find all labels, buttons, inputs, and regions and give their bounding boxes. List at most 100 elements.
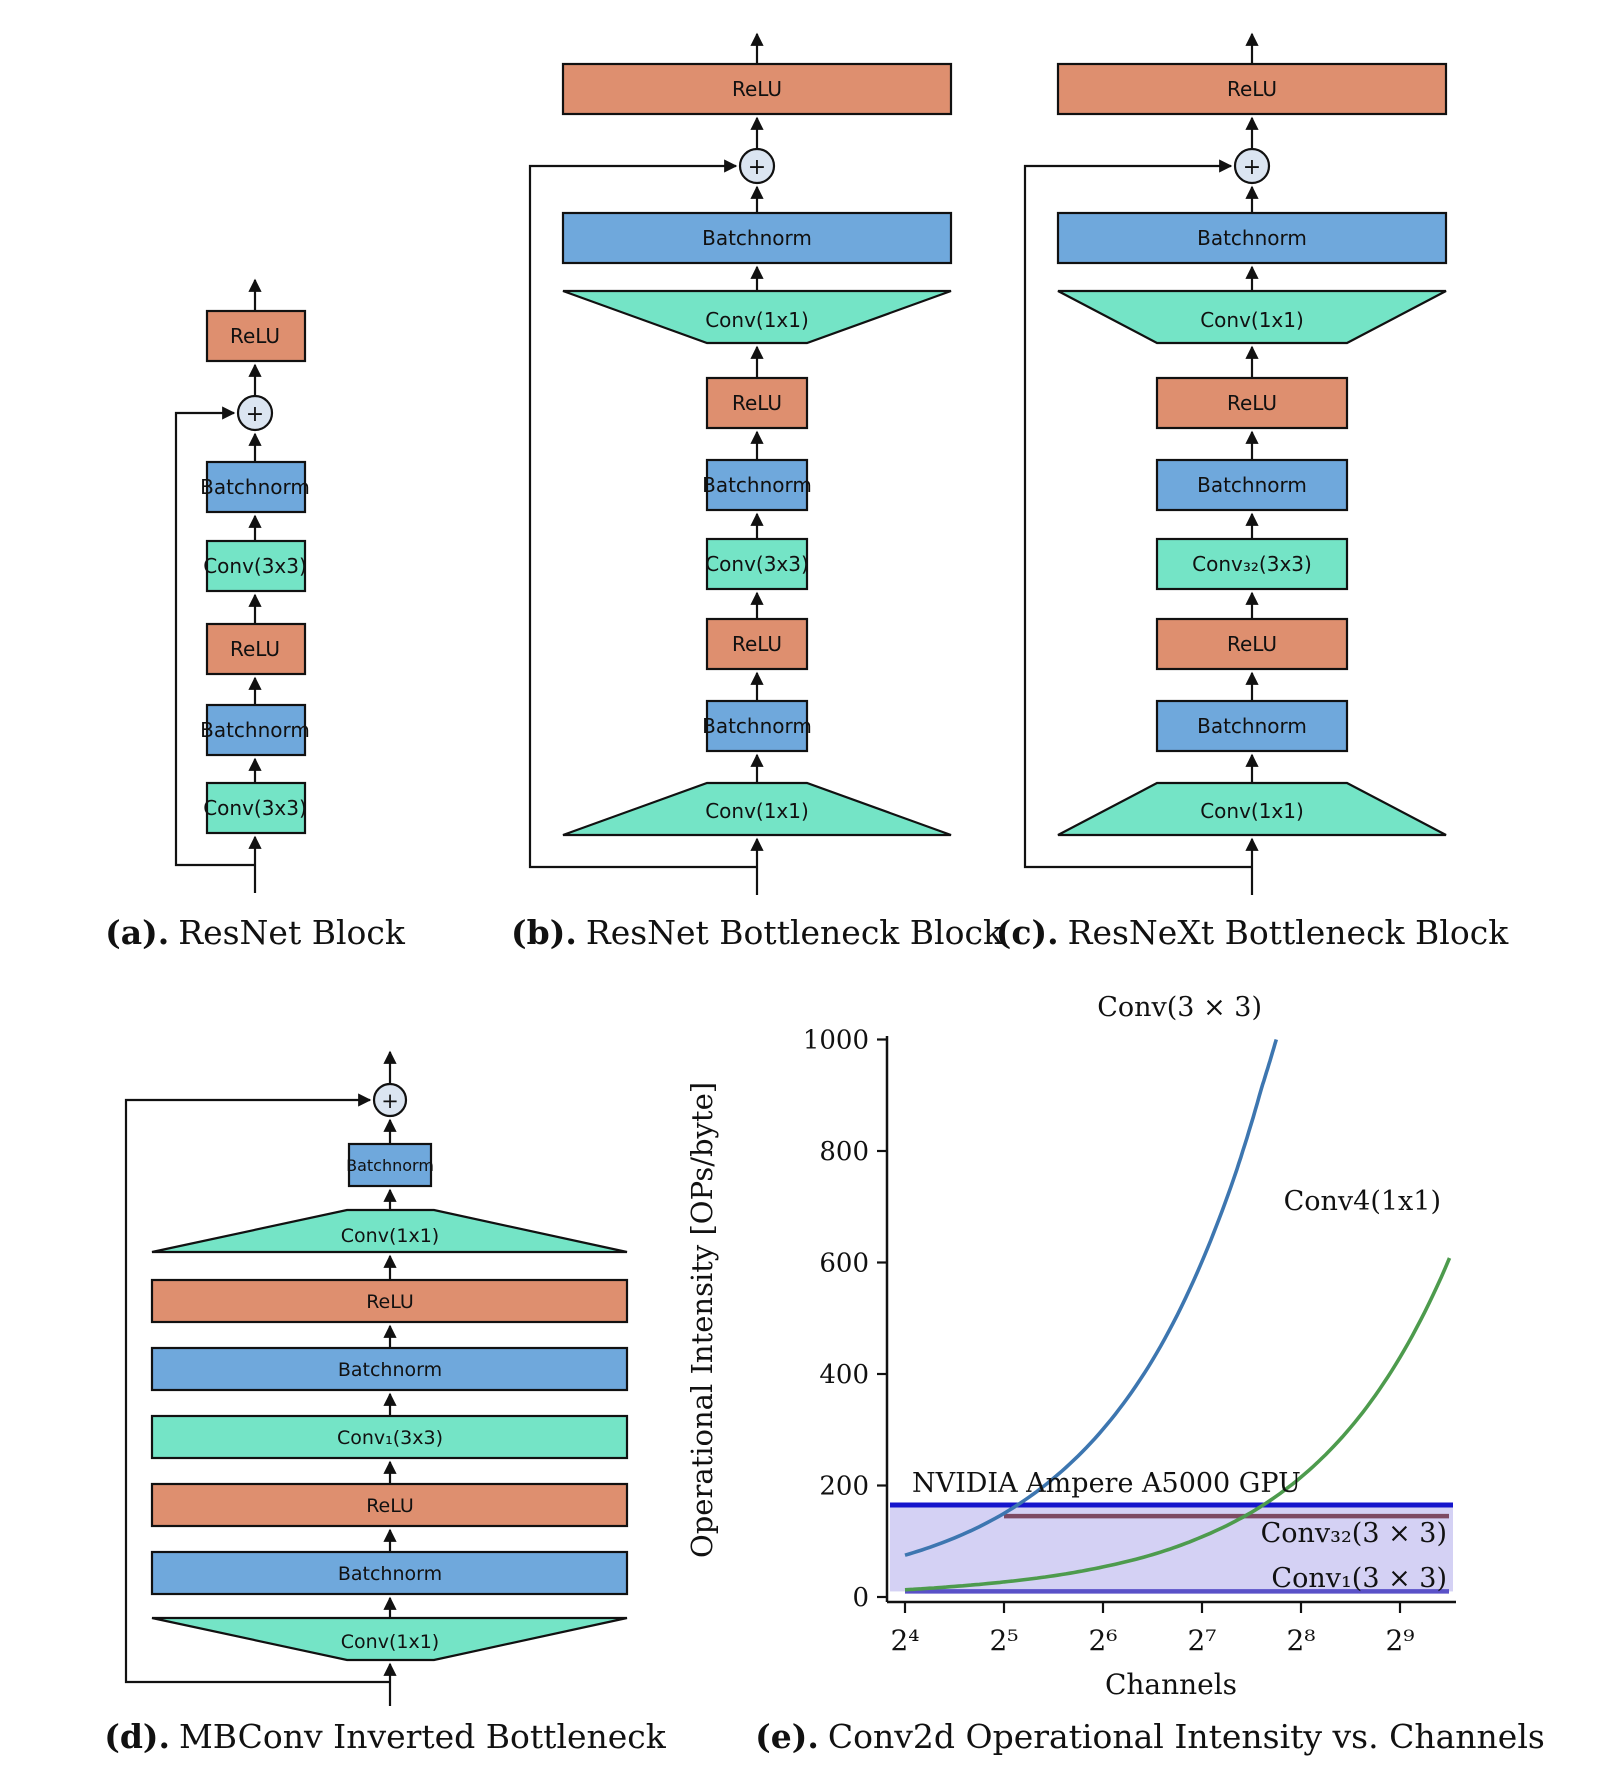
resnext-bottleneck-diagram: ReLU + Batchnorm Conv(1x1) ReLU Batchnor… [1023, 32, 1448, 895]
resnet-bottleneck-diagram: ReLU + Batchnorm Conv(1x1) ReLU Batchnor… [528, 32, 953, 895]
conv-trapezoid [1057, 781, 1447, 837]
y-tick-label: 800 [819, 1137, 869, 1167]
batchnorm-block [1155, 699, 1349, 753]
y-tick-label: 400 [819, 1360, 869, 1390]
relu-block [561, 62, 953, 116]
batchnorm-block [1155, 458, 1349, 512]
x-tick-label: 2⁸ [1286, 1624, 1315, 1657]
resnet-block-diagram: ReLU + Batchnorm Conv(3x3) ReLU Batchnor… [174, 278, 310, 893]
block-label: Batchnorm [338, 1563, 442, 1585]
plus-icon: + [246, 402, 264, 427]
block-label: Conv(3x3) [705, 552, 809, 576]
y-tick-label: 600 [819, 1249, 869, 1279]
block-label: Conv(1x1) [1200, 799, 1304, 823]
plus-icon: + [748, 155, 766, 180]
hline-label-0: NVIDIA Ampere A5000 GPU [912, 1468, 1301, 1499]
block-label: Batchnorm [1197, 226, 1307, 250]
x-tick-label: 2⁵ [989, 1624, 1018, 1657]
skip-connection [174, 406, 255, 867]
block-label: Batchnorm [702, 714, 812, 738]
batchnorm-block [205, 703, 307, 757]
caption-e: (e). Conv2d Operational Intensity vs. Cha… [755, 1717, 1545, 1756]
block-label: Conv(3x3) [203, 554, 307, 578]
relu-block [1155, 617, 1349, 671]
batchnorm-block [150, 1550, 629, 1596]
batchnorm-block [561, 211, 953, 265]
block-label: ReLU [366, 1495, 414, 1517]
block-label: Batchnorm [200, 718, 310, 742]
block-label: ReLU [230, 637, 280, 661]
block-label: Conv(1x1) [341, 1631, 439, 1653]
add-junction [1233, 147, 1271, 185]
batchnorm-block [347, 1142, 433, 1188]
y-tick-label: 1000 [803, 1026, 869, 1056]
add-junction [372, 1082, 408, 1118]
caption-a: (a). ResNet Block [105, 913, 406, 952]
conv-block [1155, 537, 1349, 591]
x-tick-label: 2⁴ [890, 1624, 919, 1657]
operational-intensity-chart: 0 200 400 600 800 1000 2⁴ 2⁵ 2⁶ 2⁷ 2⁸ 2⁹ Conv(3 × 3)… [685, 992, 1456, 1701]
caption-b: (b). ResNet Bottleneck Block [511, 913, 1004, 952]
relu-block [150, 1278, 629, 1324]
caption-c: (c). ResNeXt Bottleneck Block [996, 913, 1509, 952]
series-curve-0 [904, 1038, 1279, 1557]
hline-label-1: Conv₃₂(3 × 3) [1261, 1518, 1447, 1549]
block-label: Conv(1x1) [341, 1225, 439, 1247]
relu-block [1056, 62, 1448, 116]
x-tick-label: 2⁷ [1187, 1624, 1216, 1657]
block-label: ReLU [230, 324, 280, 348]
batchnorm-block [705, 458, 809, 512]
block-label: Conv₃₂(3x3) [1192, 552, 1312, 576]
block-label: Conv₁(3x3) [337, 1427, 443, 1449]
conv-trapezoid [151, 1616, 628, 1662]
add-junction [738, 147, 776, 185]
block-label: Batchnorm [702, 226, 812, 250]
conv-block [205, 539, 307, 593]
block-label: Batchnorm [338, 1359, 442, 1381]
conv-trapezoid [151, 1208, 628, 1254]
block-label: ReLU [1227, 391, 1277, 415]
block-label: Conv(3x3) [203, 796, 307, 820]
block-label: Batchnorm [1197, 473, 1307, 497]
conv-block [205, 781, 307, 835]
block-label: ReLU [1227, 77, 1277, 101]
block-label: ReLU [732, 77, 782, 101]
block-label: Batchnorm [200, 475, 310, 499]
hline-label-2: Conv₁(3 × 3) [1271, 1563, 1447, 1594]
batchnorm-block [1056, 211, 1448, 265]
conv-block [705, 537, 809, 591]
conv-trapezoid [562, 289, 952, 345]
relu-block [705, 376, 809, 430]
plus-icon: + [1243, 155, 1261, 180]
y-axis-title: Operational Intensity [OPs/byte] [685, 1082, 719, 1558]
batchnorm-block [150, 1346, 629, 1392]
caption-d: (d). MBConv Inverted Bottleneck [104, 1717, 667, 1756]
block-label: ReLU [732, 632, 782, 656]
x-tick-label: 2⁹ [1385, 1624, 1414, 1657]
conv-trapezoid [562, 781, 952, 837]
block-label: Conv(1x1) [705, 799, 809, 823]
relu-block [205, 309, 307, 363]
x-axis-title: Channels [1105, 1668, 1237, 1701]
block-label: Batchnorm [702, 473, 812, 497]
block-label: Conv(1x1) [1200, 308, 1304, 332]
series-curve-1 [904, 1257, 1452, 1592]
mbconv-diagram: + Batchnorm Conv(1x1) ReLU Batchnorm Con… [124, 1050, 629, 1706]
block-label: ReLU [366, 1291, 414, 1313]
relu-block [205, 622, 307, 676]
x-tick-label: 2⁶ [1088, 1624, 1117, 1657]
conv-block [150, 1414, 629, 1460]
add-junction [236, 394, 274, 432]
skip-connection [528, 159, 757, 869]
y-tick-label: 0 [852, 1583, 869, 1613]
series-label-1: Conv4(1x1) [1284, 1186, 1441, 1217]
skip-connection [1023, 159, 1252, 869]
series-label-0: Conv(3 × 3) [1097, 992, 1262, 1023]
relu-block [705, 617, 809, 671]
block-label: Conv(1x1) [705, 308, 809, 332]
skip-connection [124, 1093, 390, 1684]
batchnorm-block [205, 460, 307, 514]
conv-trapezoid [1057, 289, 1447, 345]
